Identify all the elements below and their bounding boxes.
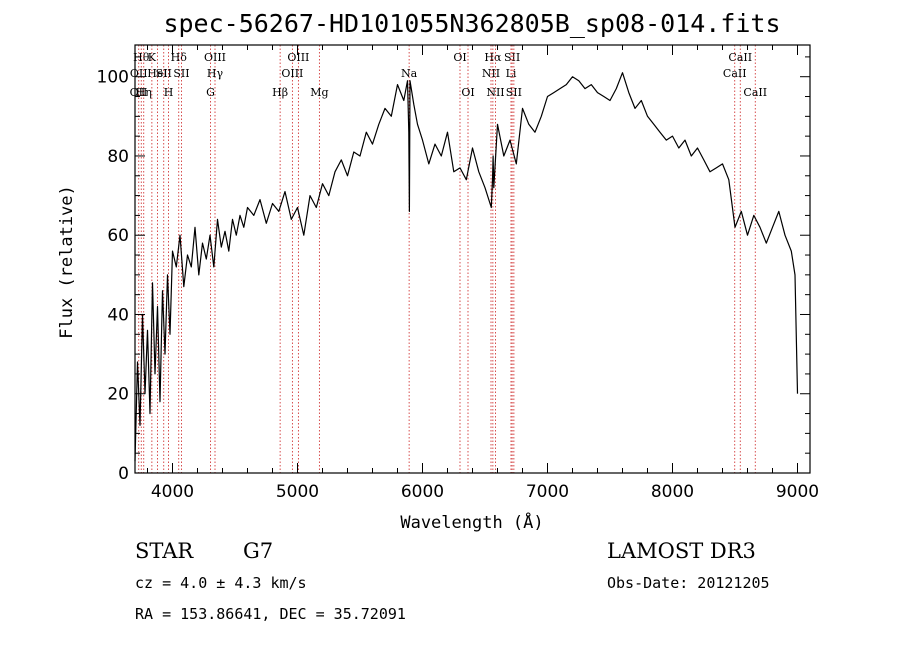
line-marker-label: Mg bbox=[310, 86, 328, 99]
object-subclass: G7 bbox=[243, 539, 273, 563]
x-tick-label: 9000 bbox=[776, 482, 819, 502]
x-tick-label: 4000 bbox=[151, 482, 194, 502]
chart-title: spec-56267-HD101055N362805B_sp08-014.fit… bbox=[163, 9, 780, 38]
x-tick-label: 7000 bbox=[526, 482, 569, 502]
line-marker-label: OIII bbox=[281, 67, 303, 80]
y-tick-label: 40 bbox=[107, 305, 129, 325]
line-marker-label: Hα bbox=[484, 51, 502, 64]
line-marker-label: G bbox=[206, 86, 215, 99]
line-marker-label: SII bbox=[506, 86, 522, 99]
line-marker-label: SII bbox=[504, 51, 520, 64]
line-marker-label: OII bbox=[130, 86, 148, 99]
line-marker-label: CaII bbox=[723, 67, 747, 80]
line-marker-label: OIII bbox=[204, 51, 226, 64]
line-marker-label: OII bbox=[130, 67, 148, 80]
line-marker-label: NII bbox=[486, 86, 504, 99]
x-tick-label: 5000 bbox=[276, 482, 319, 502]
ra-dec: RA = 153.86641, DEC = 35.72091 bbox=[135, 605, 406, 623]
line-marker-label: H bbox=[164, 86, 174, 99]
line-marker-label: K bbox=[148, 51, 157, 64]
line-marker-label: Na bbox=[401, 67, 418, 80]
line-marker-label: CaII bbox=[743, 86, 767, 99]
object-class: STAR bbox=[135, 539, 194, 563]
survey-name: LAMOST DR3 bbox=[607, 539, 756, 563]
line-marker-label: Hγ bbox=[207, 67, 224, 80]
y-tick-label: 100 bbox=[97, 68, 129, 88]
x-axis-label: Wavelength (Å) bbox=[400, 511, 543, 533]
y-tick-label: 80 bbox=[107, 147, 129, 167]
line-marker-label: OI bbox=[453, 51, 466, 64]
y-axis-ticks: 0 20 40 60 80 100 bbox=[97, 56, 810, 484]
x-tick-label: 8000 bbox=[651, 482, 694, 502]
redshift-info: cz = 4.0 ± 4.3 km/s bbox=[135, 574, 307, 592]
y-tick-label: 0 bbox=[118, 464, 129, 484]
x-axis-ticks: 4000 5000 6000 7000 8000 9000 bbox=[147, 45, 819, 502]
line-marker-label: Li bbox=[506, 67, 517, 80]
x-tick-label: 6000 bbox=[401, 482, 444, 502]
y-axis-label: Flux (relative) bbox=[57, 185, 77, 339]
line-marker-label: OIII bbox=[287, 51, 309, 64]
y-tick-label: 60 bbox=[107, 226, 129, 246]
y-tick-label: 20 bbox=[107, 385, 129, 405]
line-marker-label: Hθ bbox=[133, 51, 150, 64]
line-marker-label: SII bbox=[156, 67, 172, 80]
line-marker-label: NII bbox=[482, 67, 500, 80]
spectrum-line bbox=[134, 72, 799, 462]
line-marker-label: OI bbox=[461, 86, 474, 99]
line-marker-label: HeI bbox=[147, 67, 167, 80]
line-marker-label: CaII bbox=[728, 51, 752, 64]
line-marker-label: Hβ bbox=[272, 86, 288, 99]
line-marker-label: Hδ bbox=[171, 51, 188, 64]
obs-date: Obs-Date: 20121205 bbox=[607, 574, 770, 592]
line-marker-label: Hη bbox=[136, 86, 152, 99]
line-marker-label: SII bbox=[173, 67, 189, 80]
plot-frame bbox=[134, 44, 811, 474]
